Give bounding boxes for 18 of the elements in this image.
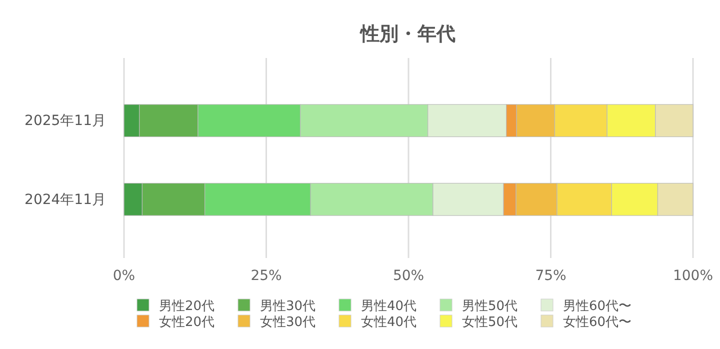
legend-label: 男性60代〜 [563,299,632,314]
y-tick-label: 2024年11月 [24,192,106,208]
x-tick-label: 75% [535,268,566,284]
legend-label: 女性50代 [462,315,518,330]
x-tick-label: 0% [112,268,136,284]
y-tick-label: 2025年11月 [24,113,106,130]
x-tick-label: 50% [392,268,424,284]
x-tick-label: 25% [250,268,282,284]
legend-label: 男性20代 [159,299,215,314]
legend-label: 女性30代 [260,315,316,330]
legend-label: 女性60代〜 [563,315,632,330]
legend-label: 男性40代 [361,299,417,314]
legend-label: 女性40代 [361,315,417,330]
legend-label: 男性50代 [462,299,518,314]
legend-label: 女性20代 [159,315,215,330]
chart-title: 性別・年代 [360,23,456,45]
x-tick-label: 100% [672,268,714,284]
legend-label: 男性30代 [260,299,316,314]
